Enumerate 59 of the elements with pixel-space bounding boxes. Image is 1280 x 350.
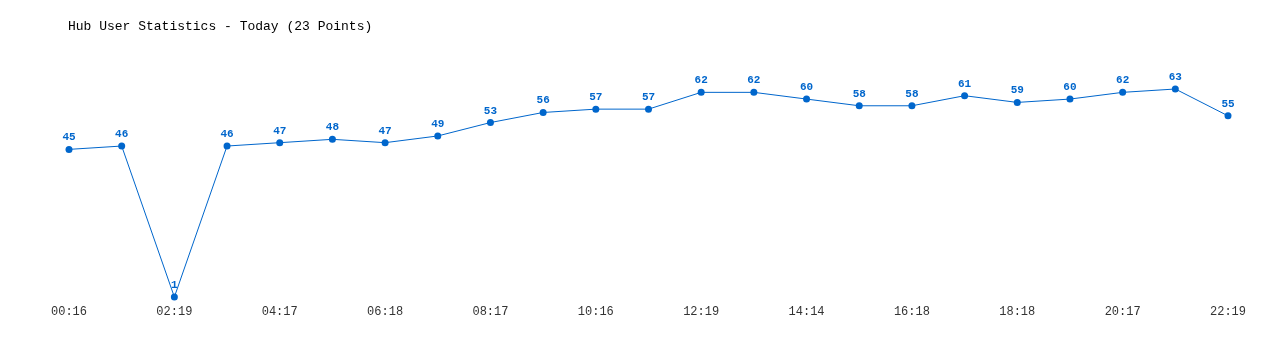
x-tick-label: 10:16 [577, 305, 614, 319]
data-label: 56 [536, 94, 550, 107]
x-tick-label: 00:16 [50, 305, 88, 319]
point [328, 135, 336, 143]
data-label: 46 [220, 128, 234, 141]
x-tick-label: 18:18 [999, 305, 1036, 319]
data-label: 45 [62, 131, 76, 144]
point [803, 95, 811, 103]
data-label: 47 [378, 124, 392, 137]
point [1066, 95, 1074, 103]
point [381, 139, 389, 147]
point [65, 145, 73, 153]
x-tick-label: 04:17 [261, 305, 298, 319]
data-label: 47 [273, 124, 287, 137]
data-label: 58 [905, 87, 919, 100]
x-tick-label: 08:17 [472, 305, 509, 319]
data-label: 46 [115, 128, 129, 141]
point [697, 88, 705, 96]
x-tick-label: 22:19 [1209, 305, 1247, 319]
data-label: 58 [852, 87, 867, 100]
x-tick-label: 12:19 [683, 305, 720, 319]
point [434, 132, 442, 140]
data-label: 61 [957, 77, 972, 90]
point [1171, 85, 1179, 93]
point [223, 142, 231, 150]
data-label: 60 [1063, 81, 1077, 94]
data-label: 57 [589, 91, 603, 104]
data-label: 62 [1116, 74, 1130, 87]
point [486, 119, 494, 127]
x-tick-label: 20:17 [1104, 305, 1141, 319]
data-label: 57 [641, 91, 656, 104]
point [855, 102, 863, 110]
data-label: 48 [325, 121, 340, 134]
data-label: 62 [694, 74, 708, 87]
point [961, 92, 969, 100]
point [1013, 98, 1021, 106]
point [118, 142, 126, 150]
x-tick-label: 06:18 [367, 305, 404, 319]
point [645, 105, 652, 113]
data-label: 55 [1221, 97, 1235, 110]
x-tick-label: 16:18 [893, 305, 930, 319]
data-label: 49 [431, 117, 445, 130]
point [750, 88, 758, 96]
data-label: 62 [747, 74, 761, 87]
data-label: 63 [1168, 71, 1183, 83]
point [276, 139, 284, 147]
x-tick-label: 02:19 [156, 305, 193, 319]
x-tick-label: 14:14 [788, 305, 825, 319]
point [1119, 88, 1127, 96]
data-label: 59 [1010, 84, 1024, 97]
point [592, 105, 600, 113]
point [539, 108, 547, 116]
data-label: 53 [483, 104, 498, 117]
chart-title: Hub User Statistics - Today (23 Points) [68, 19, 373, 34]
data-label: 1 [171, 279, 179, 291]
point [1224, 112, 1232, 120]
point [170, 293, 178, 301]
data-label: 60 [799, 81, 814, 94]
point [908, 102, 916, 110]
